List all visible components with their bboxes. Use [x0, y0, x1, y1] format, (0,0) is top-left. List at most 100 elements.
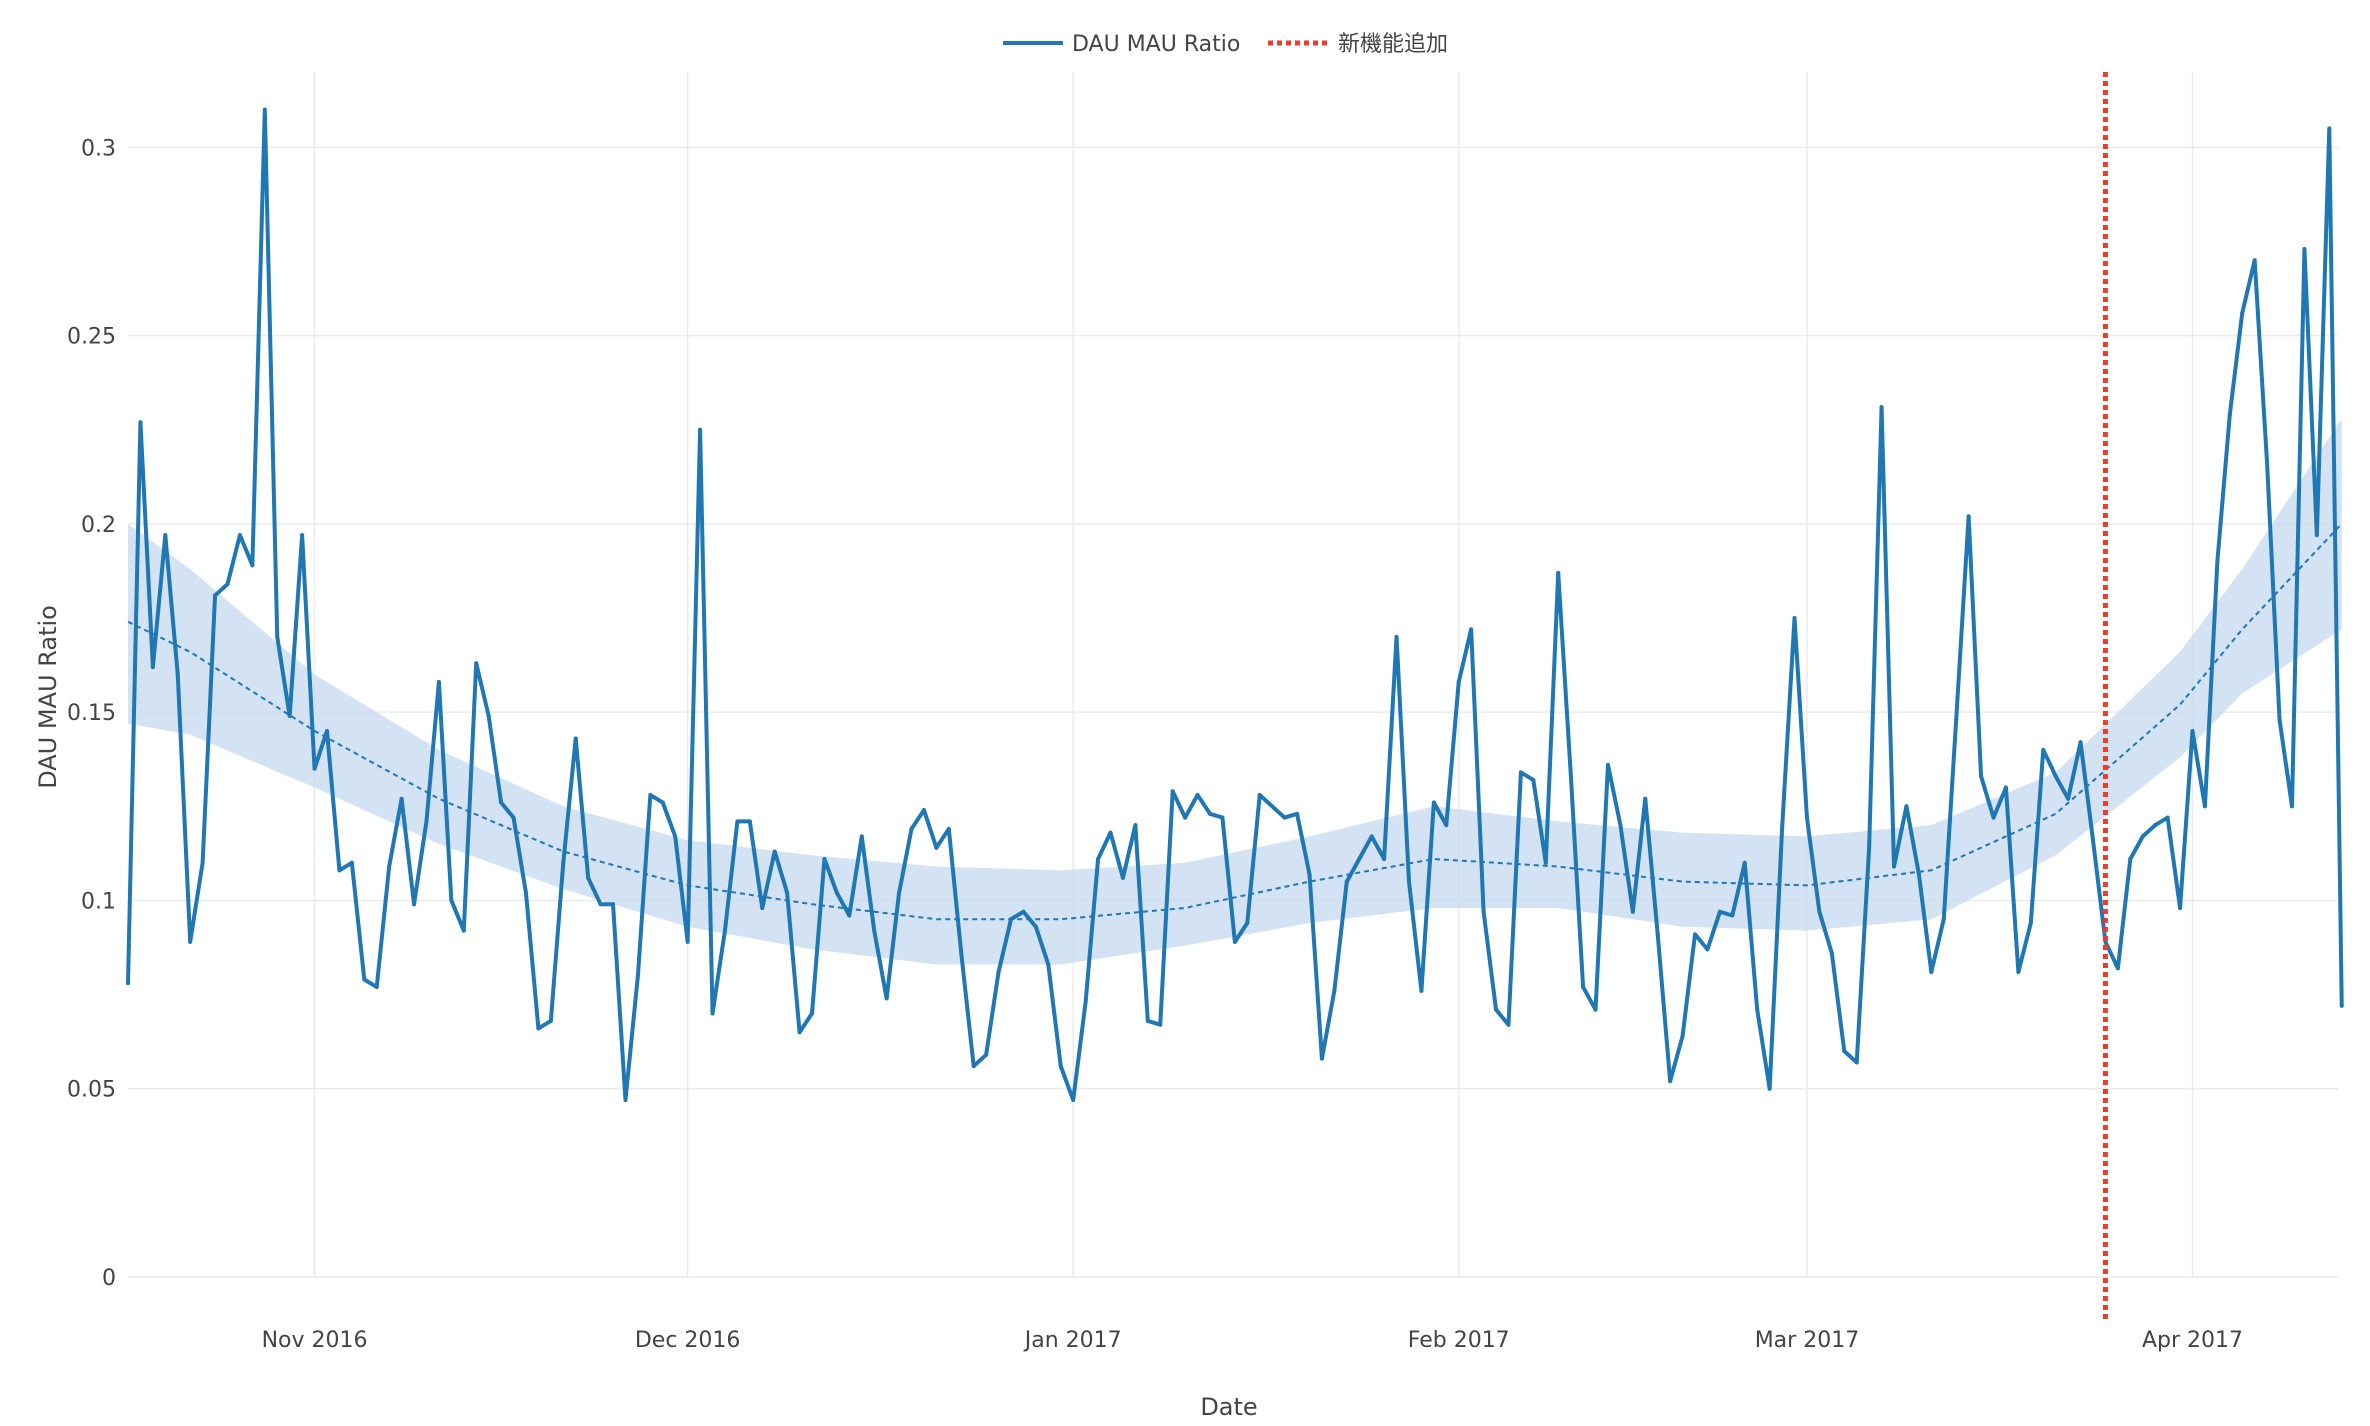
- series-point: [362, 977, 367, 982]
- series-point: [2302, 246, 2307, 251]
- series-point: [2277, 717, 2282, 722]
- series-point: [1680, 1034, 1685, 1038]
- series-point: [1630, 909, 1635, 914]
- series-point: [511, 815, 516, 820]
- series-point: [1755, 1007, 1760, 1012]
- series-layer: [126, 107, 2344, 1103]
- series-point: [1531, 777, 1536, 782]
- series-point: [1842, 1049, 1847, 1054]
- series-point: [188, 939, 193, 944]
- series-point: [1033, 924, 1038, 929]
- series-point: [1357, 857, 1362, 862]
- series-point: [1605, 762, 1610, 767]
- series-point: [2016, 969, 2021, 974]
- legend-label-series: DAU MAU Ratio: [1072, 32, 1240, 57]
- x-axis-title: Date: [1200, 1393, 1257, 1421]
- series-point: [2165, 815, 2170, 820]
- series-point: [1071, 1098, 1076, 1103]
- series-point: [1742, 860, 1747, 865]
- series-point: [1469, 627, 1474, 632]
- trend-line: [127, 523, 2343, 921]
- series-point: [1556, 570, 1561, 575]
- series-point: [1133, 823, 1138, 828]
- trend-line-layer: [127, 523, 2343, 921]
- series-point: [1344, 879, 1349, 884]
- series-point: [1058, 1064, 1063, 1069]
- series-point: [424, 819, 429, 824]
- series-point: [1382, 857, 1387, 862]
- series-point: [1295, 811, 1300, 816]
- series-point: [1705, 947, 1710, 952]
- series-point: [1655, 932, 1660, 937]
- y-tick-label: 0.05: [67, 1078, 116, 1103]
- y-axis-ticks: 0 0.05 0.1 0.15 0.2 0.25 0.3: [67, 136, 116, 1291]
- series-point: [2215, 559, 2220, 564]
- series-point: [2240, 311, 2245, 315]
- series-point: [2153, 823, 2158, 828]
- series-point: [1145, 1018, 1150, 1023]
- series-point: [399, 796, 404, 801]
- legend-item-event[interactable]: 新機能追加: [1268, 32, 1448, 57]
- series-point: [536, 1026, 541, 1031]
- series-point: [797, 1030, 802, 1035]
- series-point: [1879, 405, 1884, 410]
- series-point: [1444, 823, 1449, 828]
- series-point: [1693, 932, 1698, 937]
- y-tick-label: 0.3: [81, 136, 116, 161]
- series-point: [1195, 793, 1200, 797]
- series-point: [747, 819, 752, 824]
- series-point: [2041, 747, 2046, 752]
- y-axis-title: DAU MAU Ratio: [34, 605, 62, 789]
- series-point: [1506, 1022, 1511, 1027]
- series-point: [1717, 909, 1722, 914]
- series-point: [2128, 857, 2133, 862]
- series-point: [1668, 1079, 1673, 1084]
- series-point: [436, 680, 441, 685]
- series-point: [2202, 804, 2207, 809]
- series-point: [561, 860, 566, 865]
- series-point: [2028, 921, 2033, 926]
- series-point: [698, 427, 703, 432]
- series-point: [163, 533, 168, 538]
- series-point: [1108, 830, 1113, 835]
- series-point: [1245, 921, 1250, 926]
- series-point: [673, 834, 678, 839]
- series-point: [635, 973, 640, 978]
- series-point: [237, 533, 242, 538]
- series-point: [1009, 917, 1014, 922]
- series-point: [449, 898, 454, 903]
- series-point: [834, 890, 839, 895]
- series-point: [1270, 804, 1275, 809]
- series-point: [1083, 1000, 1088, 1005]
- series-point: [2314, 533, 2319, 538]
- series-point: [1979, 774, 1984, 779]
- series-point: [1046, 962, 1051, 967]
- series-point: [1730, 913, 1735, 918]
- series-point: [1319, 1056, 1324, 1061]
- y-tick-label: 0.2: [81, 513, 116, 538]
- series-point: [660, 800, 665, 805]
- series-point: [1854, 1060, 1859, 1065]
- y-tick-label: 0.1: [81, 889, 116, 914]
- series-point: [1543, 860, 1548, 865]
- series-point: [2265, 461, 2270, 466]
- series-point: [984, 1052, 989, 1057]
- series-point: [1207, 811, 1212, 816]
- series-point: [760, 905, 765, 910]
- legend-item-series[interactable]: DAU MAU Ratio: [1003, 32, 1240, 57]
- series-point: [548, 1018, 553, 1023]
- series-point: [598, 902, 603, 907]
- series-point: [2140, 834, 2145, 839]
- series-point: [412, 902, 417, 907]
- series-point: [735, 819, 740, 824]
- series-point: [822, 857, 827, 862]
- series-point: [648, 793, 653, 797]
- series-point: [1120, 875, 1125, 880]
- series-point: [2090, 838, 2095, 843]
- gridlines: [128, 72, 2338, 1278]
- series-point: [287, 713, 292, 718]
- y-tick-label: 0.15: [67, 701, 116, 726]
- series-point: [946, 826, 951, 831]
- x-tick-label: Mar 2017: [1755, 1328, 1860, 1353]
- series-point: [1232, 939, 1237, 944]
